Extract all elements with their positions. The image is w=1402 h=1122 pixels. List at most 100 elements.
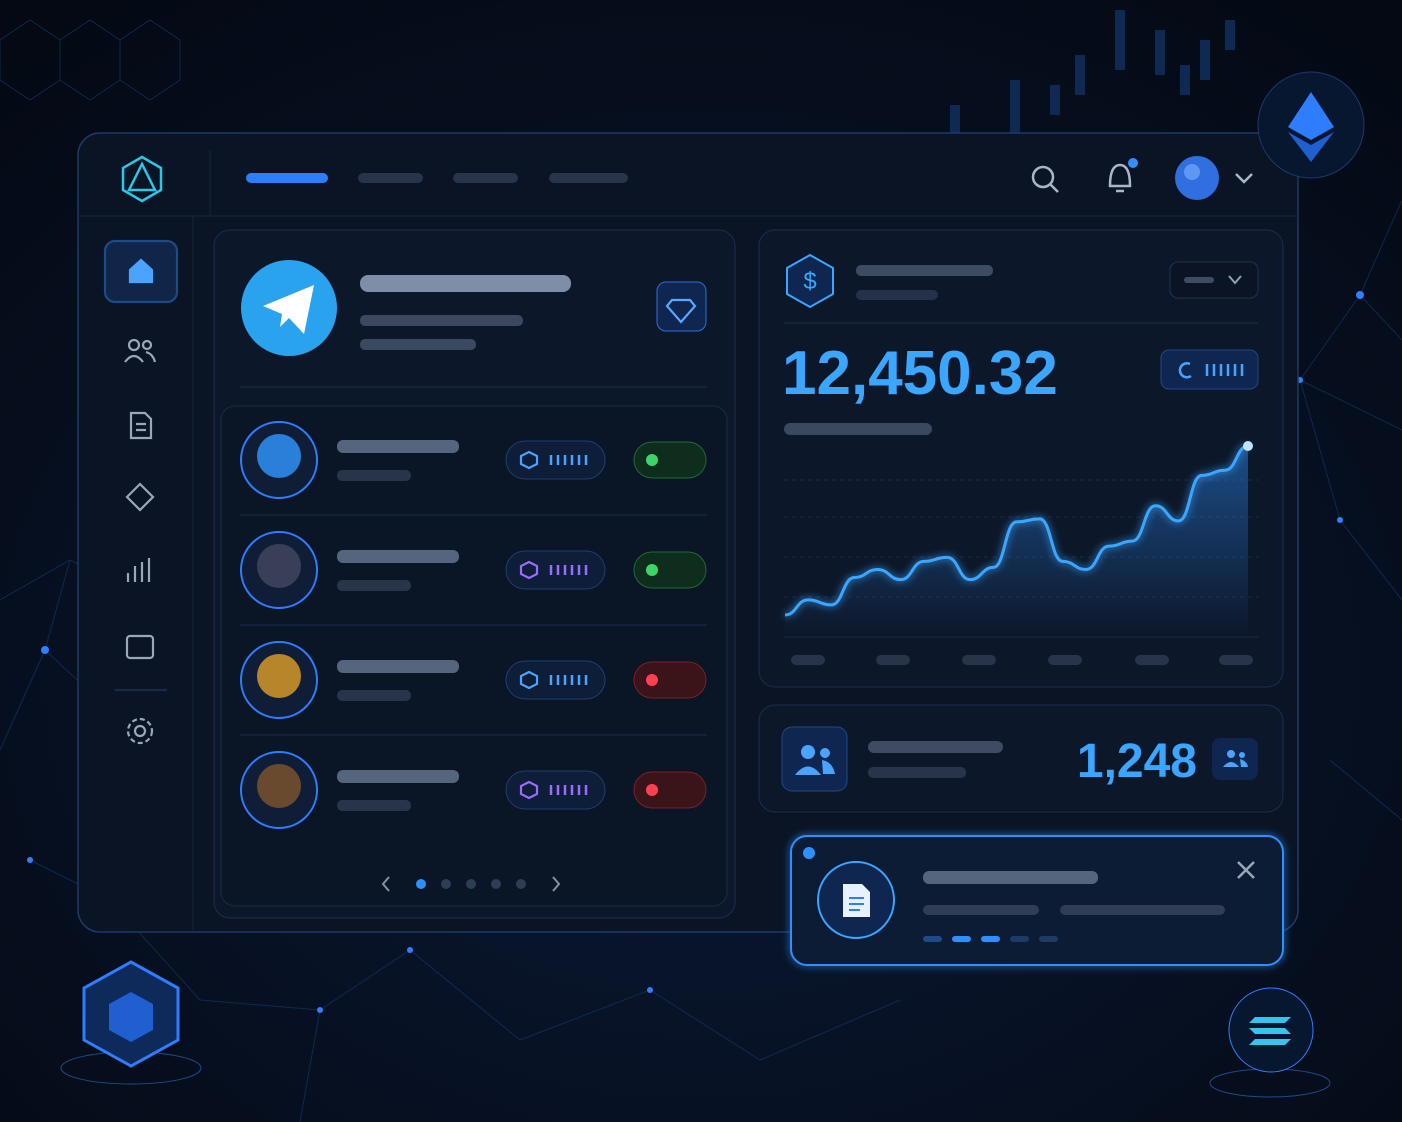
sidebar-part bbox=[145, 350, 157, 363]
name-placeholder bbox=[337, 770, 459, 783]
balance-card-part: $ bbox=[803, 268, 816, 295]
notification-part bbox=[803, 847, 815, 859]
balance-card-part bbox=[1184, 277, 1214, 283]
background-part-part bbox=[1050, 85, 1060, 115]
background-part-part bbox=[950, 105, 960, 135]
chart-line bbox=[784, 444, 1249, 617]
top-nav-part bbox=[549, 173, 628, 183]
badge bbox=[505, 660, 606, 700]
members-card-part-part bbox=[1223, 762, 1239, 767]
top-nav-part bbox=[246, 173, 328, 183]
notification-part bbox=[923, 936, 1058, 942]
pager[interactable] bbox=[381, 876, 561, 892]
pager-part bbox=[516, 879, 526, 889]
background-part-part bbox=[1356, 291, 1364, 299]
members-card-part-part bbox=[822, 760, 835, 774]
logo-part bbox=[121, 155, 163, 203]
toggle[interactable] bbox=[633, 441, 707, 479]
background-part-part bbox=[317, 1007, 323, 1013]
notification-part-part bbox=[981, 936, 1000, 942]
member-list[interactable] bbox=[240, 421, 707, 829]
background-part-part bbox=[407, 947, 413, 953]
sidebar-part bbox=[125, 634, 155, 660]
background-part-part bbox=[41, 646, 49, 654]
sidebar[interactable] bbox=[103, 239, 179, 745]
notification-part-part bbox=[923, 936, 942, 942]
header-actions-part bbox=[1235, 173, 1253, 184]
avatar[interactable] bbox=[257, 654, 301, 698]
sub-placeholder bbox=[337, 580, 411, 591]
members-count: 1,248 bbox=[1077, 735, 1197, 788]
badge bbox=[505, 770, 606, 810]
background-part-part bbox=[1180, 65, 1190, 95]
toggle-dot bbox=[646, 564, 658, 576]
members-card-part-part bbox=[801, 745, 815, 759]
sub-placeholder bbox=[337, 800, 411, 811]
decor-tokens-part bbox=[1288, 92, 1334, 140]
chart-area bbox=[785, 446, 1248, 637]
notification-part bbox=[849, 897, 864, 911]
badge-icon bbox=[519, 780, 539, 800]
members-card-part-part bbox=[1239, 752, 1245, 758]
toggle[interactable] bbox=[633, 771, 707, 809]
name-placeholder bbox=[337, 550, 459, 563]
members-card-part bbox=[781, 726, 848, 792]
toggle-dot bbox=[646, 784, 658, 796]
background-part-part bbox=[1200, 40, 1210, 80]
channel-card-part bbox=[360, 275, 571, 292]
balance-chart bbox=[784, 441, 1253, 637]
header-actions[interactable] bbox=[1031, 156, 1253, 200]
notification-part bbox=[843, 884, 870, 917]
header-actions-part bbox=[1184, 164, 1200, 180]
channel-card-part bbox=[360, 315, 523, 326]
members-card-part-part bbox=[820, 748, 830, 758]
members-card-part-part bbox=[795, 766, 821, 775]
background-part-part bbox=[1155, 30, 1165, 75]
avatar[interactable] bbox=[257, 434, 301, 478]
balance-card-part-part bbox=[1048, 655, 1082, 665]
pager-part bbox=[381, 876, 561, 892]
chart-end-point bbox=[1243, 441, 1253, 451]
balance-card-part bbox=[1228, 275, 1242, 285]
top-nav[interactable] bbox=[246, 173, 628, 183]
balance-card-part bbox=[791, 655, 1253, 665]
pager-part bbox=[441, 879, 451, 889]
toggle[interactable] bbox=[633, 661, 707, 699]
members-card-part-part bbox=[1240, 759, 1248, 767]
notification-part bbox=[790, 835, 1284, 966]
toggle-dot bbox=[646, 454, 658, 466]
notification-part bbox=[1237, 861, 1255, 879]
members-card: 1,248 bbox=[758, 704, 1284, 813]
members-card-part bbox=[1212, 738, 1258, 780]
avatar[interactable] bbox=[257, 764, 301, 808]
balance-card-part bbox=[1178, 362, 1192, 379]
background-part-part bbox=[1115, 10, 1125, 70]
members-card-part-part bbox=[1227, 750, 1235, 758]
name-placeholder bbox=[337, 440, 459, 453]
balance-card-part-part bbox=[962, 655, 996, 665]
header-actions-part bbox=[1128, 158, 1138, 168]
toggle[interactable] bbox=[633, 551, 707, 589]
background-part-part bbox=[1075, 55, 1085, 95]
decor-tokens-part bbox=[1288, 132, 1334, 162]
sidebar-part bbox=[133, 724, 147, 738]
balance-card-part-part bbox=[876, 655, 910, 665]
channel-card-part bbox=[360, 339, 476, 350]
top-nav-part bbox=[453, 173, 518, 183]
members-card-part bbox=[1223, 750, 1248, 767]
channel-card-part bbox=[656, 281, 707, 332]
background-part bbox=[950, 10, 1235, 135]
balance-card-part bbox=[784, 423, 932, 435]
background-part-part bbox=[1225, 20, 1235, 50]
badge-bars bbox=[549, 565, 588, 575]
header-actions-part bbox=[1049, 183, 1059, 193]
notification-part bbox=[923, 871, 1098, 884]
decor-tokens-part bbox=[1249, 1017, 1291, 1045]
channel-card-part bbox=[665, 298, 697, 324]
avatar[interactable] bbox=[257, 544, 301, 588]
decor-tokens-part bbox=[109, 992, 153, 1042]
members-card-part bbox=[758, 704, 1284, 813]
notification[interactable] bbox=[790, 835, 1284, 966]
channel-card-part bbox=[263, 285, 314, 334]
logo-part bbox=[126, 161, 158, 192]
